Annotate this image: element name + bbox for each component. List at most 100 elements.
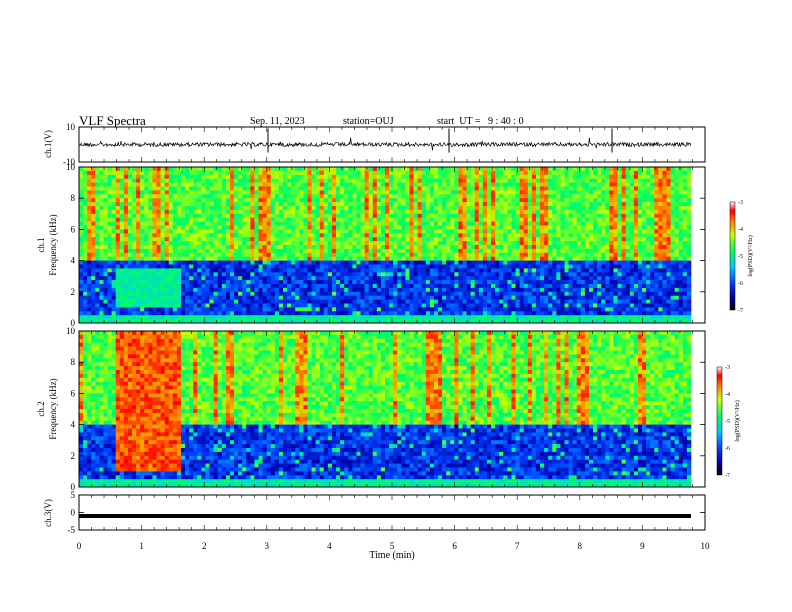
spectrogram-cell (527, 272, 533, 277)
spectrogram-cell (274, 291, 280, 296)
spectrogram-cell (389, 252, 394, 257)
spectrogram-cell (495, 260, 500, 265)
spectrogram-cell (148, 229, 153, 234)
spectrogram-cell (433, 260, 439, 265)
spectrogram-cell (221, 170, 227, 176)
spectrogram-cell (519, 198, 525, 203)
spectrogram-cell (409, 170, 414, 176)
spectrogram-cell (148, 268, 153, 273)
spectrogram-cell (95, 202, 100, 207)
spectrogram-cell (482, 303, 488, 308)
spectrogram-cell (336, 233, 341, 238)
spectrogram-cell (136, 276, 141, 281)
spectrogram-cell (487, 248, 492, 254)
spectrogram-cell (160, 241, 165, 246)
spectrogram-cell (572, 291, 578, 296)
spectrogram-cell (185, 287, 190, 293)
spectrogram-cell (376, 213, 382, 218)
spectrogram-cell (552, 284, 557, 289)
spectrogram-cell (474, 229, 480, 234)
spectrogram-cell (527, 284, 533, 289)
spectrogram-cell (540, 264, 545, 269)
spectrogram-cell (136, 248, 141, 254)
spectrogram-cell (181, 268, 186, 273)
spectrogram-cell (389, 182, 394, 187)
spectrogram-cell (323, 217, 329, 222)
spectrogram-cell (123, 268, 129, 273)
spectrogram-cell (246, 284, 251, 289)
spectrogram-cell (283, 221, 288, 226)
spectrogram-cell (91, 272, 96, 277)
spectrogram-cell (397, 268, 402, 273)
spectrogram-cell (527, 291, 533, 296)
spectrogram-cell (523, 264, 529, 269)
spectrogram-cell (246, 170, 251, 176)
spectrogram-cell (368, 319, 374, 324)
spectrogram-cell (560, 209, 565, 215)
spectrogram-cell (503, 291, 508, 296)
spectrogram-cell (111, 167, 117, 172)
spectrogram-cell (487, 186, 492, 191)
spectrogram-cell (274, 194, 280, 199)
spectrogram-cell (376, 276, 382, 281)
spectrogram-cell (176, 248, 182, 254)
spectrogram-cell (515, 217, 520, 222)
spectrogram-cell (234, 284, 239, 289)
spectrogram-cell (144, 221, 149, 226)
spectrogram-cell (515, 284, 520, 289)
spectrogram-cell (397, 202, 402, 207)
spectrogram-cell (535, 174, 541, 179)
spectrogram-cell (507, 264, 512, 269)
spectrogram-cell (544, 170, 549, 176)
spectrogram-cell (356, 229, 361, 234)
spectrogram-cell (409, 213, 414, 218)
spectrogram-cell (519, 299, 525, 304)
spectrogram-cell (148, 276, 153, 281)
spectrogram-cell (540, 299, 545, 304)
spectrogram-cell (499, 287, 504, 293)
spectrogram-cell (119, 233, 125, 238)
spectrogram-cell (548, 225, 553, 230)
spectrogram-cell (205, 299, 210, 304)
spectrogram-cell (548, 206, 553, 211)
spectrogram-cell (564, 182, 569, 187)
spectrogram-cell (454, 186, 459, 191)
spectrogram-cell (270, 209, 276, 215)
spectrogram-cell (119, 319, 125, 324)
spectrogram-cell (299, 202, 304, 207)
spectrogram-cell (79, 178, 84, 183)
spectrogram-cell (205, 268, 210, 273)
spectrogram-cell (405, 202, 410, 207)
spectrogram-cell (270, 170, 276, 176)
spectrogram-cell (544, 291, 549, 296)
spectrogram-cell (205, 209, 210, 215)
spectrogram-cell (278, 221, 284, 226)
spectrogram-cell (168, 206, 174, 211)
spectrogram-cell (572, 268, 578, 273)
spectrogram-cell (544, 221, 549, 226)
spectrogram-cell (197, 256, 202, 261)
spectrogram-cell (152, 186, 157, 191)
spectrogram-cell (458, 194, 463, 199)
spectrogram-cell (364, 233, 369, 238)
spectrogram-cell (87, 229, 92, 234)
spectrogram-cell (119, 311, 125, 316)
spectrogram-cell (568, 264, 573, 269)
spectrogram-cell (319, 252, 325, 257)
spectrogram-cell (535, 206, 541, 211)
spectrogram-cell (176, 256, 182, 261)
spectrogram-cell (160, 170, 165, 176)
spectrogram-cell (278, 303, 284, 308)
spectrogram-cell (201, 311, 206, 316)
spectrogram-cell (209, 303, 214, 308)
spectrogram-cell (323, 252, 329, 257)
spectrogram-cell (535, 190, 541, 195)
spectrogram-cell (299, 276, 304, 281)
spectrogram-cell (213, 174, 219, 179)
spectrogram-cell (454, 233, 459, 238)
spectrogram-cell (380, 284, 386, 289)
spectrogram-cell (311, 170, 316, 176)
spectrogram-cell (315, 248, 321, 254)
spectrogram-cell (103, 319, 108, 324)
spectrogram-cell (299, 284, 304, 289)
